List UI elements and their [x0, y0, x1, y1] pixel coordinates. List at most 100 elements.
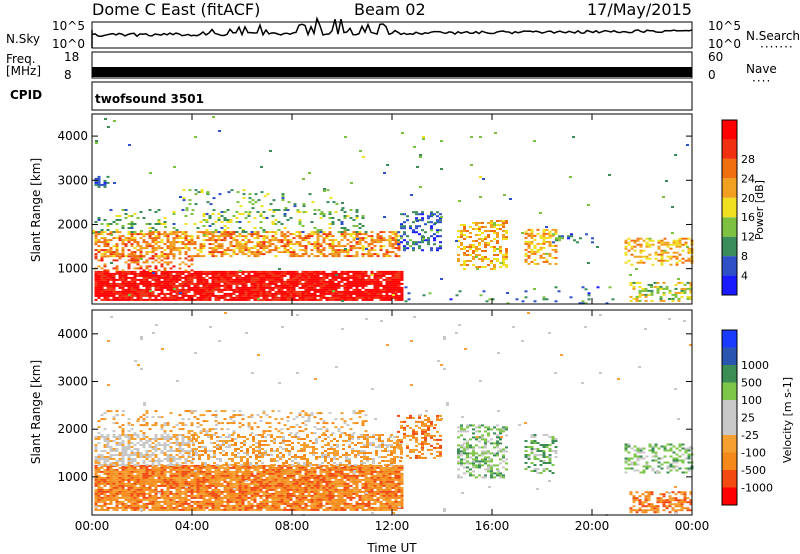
scatter-cell	[151, 502, 155, 505]
scatter-cell	[256, 211, 260, 213]
scatter-cell	[205, 466, 209, 469]
scatter-cell	[265, 292, 269, 295]
scatter-cell	[292, 274, 296, 277]
scatter-cell	[292, 278, 296, 281]
scatter-cell	[184, 257, 188, 260]
scatter-cell	[103, 274, 107, 277]
scatter-cell	[154, 482, 158, 485]
scatter-cell	[148, 223, 152, 225]
scatter-cell	[272, 209, 276, 212]
scatter-cell	[295, 482, 299, 485]
scatter-cell	[211, 478, 215, 481]
scatter-cell	[677, 297, 681, 300]
scatter-cell	[238, 278, 242, 281]
scatter-cell	[214, 500, 218, 503]
scatter-cell	[214, 506, 218, 509]
scatter-cell	[139, 480, 143, 483]
scatter-cell	[274, 506, 278, 509]
scatter-cell	[214, 282, 218, 285]
scatter-cell	[460, 242, 463, 244]
scatter-cell	[211, 474, 215, 477]
scatter-cell	[178, 492, 182, 495]
scatter-cell	[331, 506, 335, 509]
scatter-cell	[247, 472, 251, 475]
scatter-cell	[292, 494, 296, 497]
scatter-cell	[397, 294, 401, 297]
scatter-cell	[130, 486, 134, 489]
scatter-cell	[172, 280, 176, 283]
scatter-cell	[527, 232, 531, 235]
scatter-cell	[208, 508, 212, 511]
scatter-cell	[397, 288, 401, 291]
scatter-cell	[313, 245, 317, 248]
scatter-cell	[662, 291, 666, 294]
scatter-cell	[226, 247, 230, 250]
scatter-cell	[287, 201, 291, 204]
scatter-cell	[645, 255, 649, 258]
scatter-cell	[157, 269, 161, 272]
scatter-cell	[313, 286, 317, 289]
scatter-cell	[455, 294, 459, 297]
scatter-cell	[226, 209, 230, 211]
scatter-cell	[416, 220, 419, 222]
scatter-cell	[139, 253, 143, 256]
scatter-cell	[247, 490, 251, 493]
scatter-cell	[406, 235, 409, 238]
scatter-cell	[289, 233, 293, 236]
scatter-cell	[184, 270, 188, 273]
scatter-cell	[241, 474, 245, 477]
scatter-cell	[259, 286, 263, 289]
scatter-cell	[121, 486, 125, 489]
scatter-cell	[391, 292, 395, 295]
scatter-cell	[322, 496, 326, 499]
scatter-cell	[367, 243, 371, 246]
scatter-cell	[217, 290, 221, 293]
scatter-cell	[319, 466, 323, 469]
scatter-cell	[203, 234, 206, 236]
scatter-cell	[109, 478, 113, 481]
scatter-cell	[181, 261, 185, 264]
scatter-cell	[241, 270, 245, 273]
scatter-cell	[94, 221, 98, 223]
scatter-cell	[271, 237, 275, 240]
scatter-cell	[247, 474, 251, 477]
scatter-cell	[124, 496, 128, 499]
scatter-cell	[151, 245, 155, 248]
scatter-cell	[295, 255, 299, 258]
scatter-cell	[190, 272, 194, 275]
scatter-cell	[223, 494, 227, 497]
scatter-cell	[94, 492, 98, 495]
scatter-cell	[136, 243, 140, 246]
scatter-cell	[226, 466, 230, 469]
scatter-cell	[232, 292, 236, 295]
scatter-cell	[103, 219, 107, 221]
scatter-cell	[154, 235, 158, 238]
scatter-cell	[148, 470, 152, 473]
scatter-cell	[139, 490, 143, 493]
scatter-cell	[247, 233, 251, 236]
scatter-cell	[334, 296, 338, 299]
scatter-cell	[659, 297, 663, 300]
scatter-cell	[506, 302, 510, 305]
scatter-cell	[139, 486, 143, 489]
scatter-cell	[220, 484, 224, 487]
scatter-cell	[229, 280, 233, 283]
scatter-cell	[337, 251, 341, 254]
scatter-cell	[235, 278, 239, 281]
scatter-cell	[160, 478, 164, 481]
scatter-cell	[238, 474, 242, 477]
scatter-cell	[298, 237, 302, 240]
scatter-cell	[247, 508, 251, 511]
scatter-cell	[100, 488, 104, 491]
scatter-cell	[397, 231, 400, 234]
scatter-cell	[313, 241, 317, 244]
scatter-cell	[187, 276, 191, 279]
scatter-cell	[241, 249, 245, 252]
scatter-cell	[142, 284, 146, 287]
scatter-cell	[524, 248, 528, 251]
scatter-cell	[331, 274, 335, 277]
scatter-cell	[554, 230, 558, 233]
scatter-cell	[325, 502, 329, 505]
scatter-cell	[499, 248, 502, 250]
scatter-cell	[386, 164, 389, 166]
